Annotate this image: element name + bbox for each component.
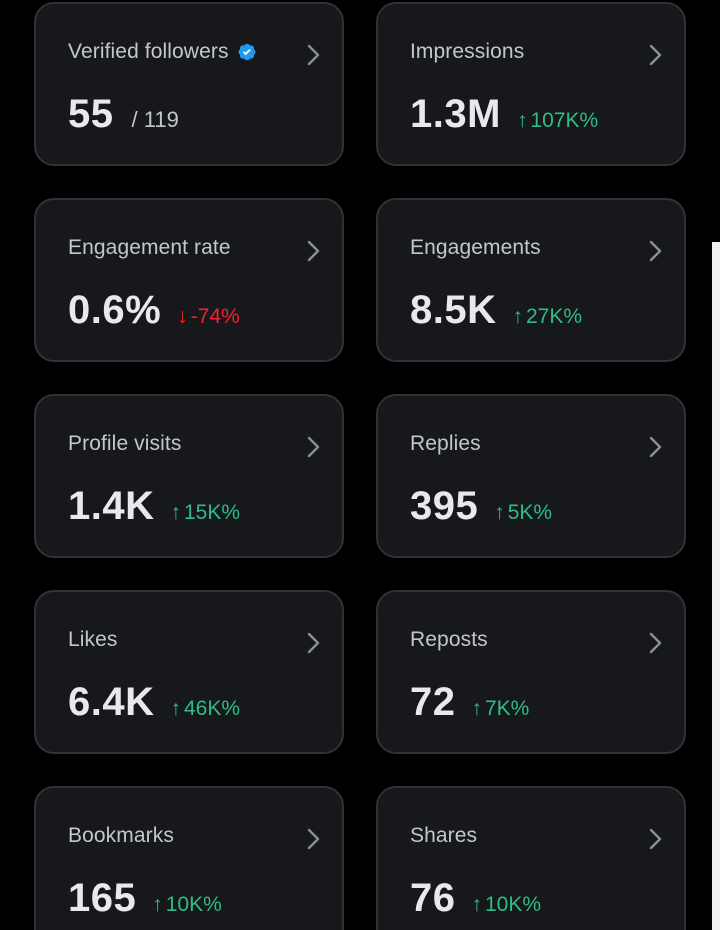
metric-label: Engagements	[410, 236, 541, 259]
metric-value-row: 76 ↑ 10K%	[410, 876, 541, 921]
metric-delta: ↑ 15K%	[171, 501, 241, 525]
metric-label: Profile visits	[68, 432, 182, 455]
metric-value-row: 6.4K ↑ 46K%	[68, 680, 240, 725]
metric-delta-value: -74%	[190, 305, 240, 328]
metric-value: 1.4K	[68, 484, 155, 528]
metric-value-row: 165 ↑ 10K%	[68, 876, 222, 921]
metric-delta: ↑ 10K%	[472, 893, 542, 917]
metric-delta: ↑ 10K%	[152, 893, 222, 917]
metric-delta-value: 7K%	[485, 697, 530, 720]
metric-value: 8.5K	[410, 288, 497, 332]
arrow-up-icon: ↑	[516, 109, 528, 132]
arrow-up-icon: ↑	[494, 501, 505, 524]
arrow-up-icon: ↑	[512, 305, 524, 328]
metric-value-row: 1.4K ↑ 15K%	[68, 484, 240, 529]
metric-value: 6.4K	[68, 680, 155, 724]
metric-value: 72	[410, 680, 456, 724]
metric-label-wrap: Verified followers	[68, 40, 257, 64]
verified-badge-icon	[237, 42, 257, 62]
metric-card-impressions[interactable]: Impressions 1.3M ↑ 107K%	[376, 2, 686, 166]
metric-card-engagement-rate[interactable]: Engagement rate 0.6% ↓ -74%	[34, 198, 344, 362]
arrow-down-icon: ↓	[177, 305, 188, 328]
chevron-right-icon	[646, 630, 666, 656]
metric-label: Bookmarks	[68, 824, 174, 847]
metric-value: 55	[68, 92, 114, 136]
metric-value: 76	[410, 876, 456, 920]
metric-delta-value: 15K%	[184, 501, 241, 524]
metric-label: Verified followers	[68, 40, 229, 63]
metric-label: Likes	[68, 628, 118, 651]
metric-delta: ↑ 46K%	[171, 697, 241, 721]
analytics-cards-grid: Verified followers 55 / 119 Impressions …	[34, 2, 686, 930]
metric-label: Impressions	[410, 40, 525, 63]
metric-value-row: 0.6% ↓ -74%	[68, 288, 240, 333]
metric-card-reposts[interactable]: Reposts 72 ↑ 7K%	[376, 590, 686, 754]
metric-value: 1.3M	[410, 92, 501, 136]
metric-value-row: 72 ↑ 7K%	[410, 680, 529, 725]
chevron-right-icon	[646, 826, 666, 852]
metric-card-shares[interactable]: Shares 76 ↑ 10K%	[376, 786, 686, 930]
metric-value-row: 55 / 119	[68, 92, 179, 137]
metric-value-row: 1.3M ↑ 107K%	[410, 92, 598, 137]
metric-delta: ↑ 7K%	[472, 697, 530, 721]
arrow-up-icon: ↑	[170, 697, 182, 720]
metric-delta-value: 10K%	[485, 893, 542, 916]
chevron-right-icon	[304, 434, 324, 460]
metric-delta-value: 27K%	[526, 305, 583, 328]
metric-delta-value: 5K%	[507, 501, 553, 524]
chevron-right-icon	[304, 826, 324, 852]
scrollbar[interactable]	[712, 242, 720, 930]
metric-card-likes[interactable]: Likes 6.4K ↑ 46K%	[34, 590, 344, 754]
metric-delta: ↑ 27K%	[513, 305, 583, 329]
metric-card-replies[interactable]: Replies 395 ↑ 5K%	[376, 394, 686, 558]
metric-delta-value: 46K%	[184, 697, 241, 720]
metric-value-row: 8.5K ↑ 27K%	[410, 288, 582, 333]
metric-label: Engagement rate	[68, 236, 231, 259]
metric-label: Reposts	[410, 628, 488, 651]
arrow-up-icon: ↑	[471, 893, 483, 916]
metric-total: / 119	[131, 107, 179, 132]
metric-value-row: 395 ↑ 5K%	[410, 484, 552, 529]
arrow-up-icon: ↑	[170, 501, 182, 524]
chevron-right-icon	[646, 238, 666, 264]
chevron-right-icon	[646, 434, 666, 460]
metric-value: 0.6%	[68, 288, 162, 332]
chevron-right-icon	[304, 630, 324, 656]
metric-label: Shares	[410, 824, 478, 847]
metric-value: 165	[68, 876, 137, 920]
arrow-up-icon: ↑	[471, 697, 483, 720]
metric-delta-value: 10K%	[165, 893, 222, 916]
metric-card-profile-visits[interactable]: Profile visits 1.4K ↑ 15K%	[34, 394, 344, 558]
metric-card-engagements[interactable]: Engagements 8.5K ↑ 27K%	[376, 198, 686, 362]
metric-card-verified-followers[interactable]: Verified followers 55 / 119	[34, 2, 344, 166]
metric-label: Replies	[410, 432, 481, 455]
chevron-right-icon	[304, 238, 324, 264]
metric-delta-value: 107K%	[530, 109, 599, 132]
metric-value: 395	[410, 484, 479, 528]
metric-delta: ↑ 5K%	[494, 501, 552, 525]
metric-card-bookmarks[interactable]: Bookmarks 165 ↑ 10K%	[34, 786, 344, 930]
arrow-up-icon: ↑	[152, 893, 163, 916]
metric-delta: ↑ 107K%	[517, 109, 598, 133]
chevron-right-icon	[304, 42, 324, 68]
chevron-right-icon	[646, 42, 666, 68]
metric-delta: ↓ -74%	[177, 305, 240, 329]
